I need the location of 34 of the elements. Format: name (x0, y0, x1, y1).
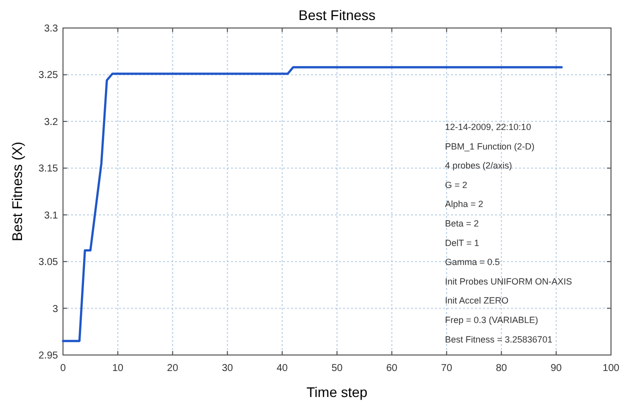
x-tick-label: 20 (167, 363, 179, 374)
annotation: DelT = 1 (445, 238, 480, 248)
annotation: Best Fitness = 3.25836701 (445, 334, 552, 344)
x-tick-label: 100 (602, 363, 620, 374)
x-tick-label: 90 (550, 363, 562, 374)
x-tick-label: 30 (222, 363, 234, 374)
annotation: 4 probes (2/axis) (445, 160, 512, 171)
chart-title: Best Fitness (298, 7, 376, 23)
x-tick-label: 60 (386, 363, 398, 374)
x-tick-label: 50 (331, 363, 343, 374)
y-tick-label: 3.1 (44, 210, 58, 222)
x-tick-label: 70 (441, 363, 453, 374)
annotation: Alpha = 2 (445, 199, 484, 210)
y-tick-label: 3.2 (44, 116, 58, 128)
y-tick-label: 2.95 (38, 350, 58, 362)
y-tick-label: 3.15 (38, 164, 58, 175)
annotation: 12-14-2009, 22:10:10 (445, 122, 532, 132)
annotation: G = 2 (445, 180, 468, 190)
annotation: PBM_1 Function (2-D) (445, 141, 535, 152)
y-tick-label: 3.05 (38, 257, 58, 268)
x-tick-label: 80 (496, 363, 508, 374)
annotation: Beta = 2 (445, 218, 479, 228)
y-tick-label: 3 (52, 304, 58, 315)
annotation: Frep = 0.3 (VARIABLE) (445, 315, 538, 325)
x-axis-title: Time step (306, 384, 368, 400)
y-axis-title: Best Fitness (X) (9, 142, 25, 242)
y-tick-label: 3.3 (44, 24, 58, 34)
y-tick-label: 3.25 (38, 70, 58, 82)
x-tick-label: 10 (112, 363, 124, 374)
x-tick-label: 40 (276, 363, 288, 374)
x-tick-label: 0 (60, 363, 66, 374)
annotation: Gamma = 0.5 (445, 257, 500, 268)
annotation: Init Probes UNIFORM ON-AXIS (445, 276, 572, 286)
annotation: Init Accel ZERO (445, 296, 509, 306)
